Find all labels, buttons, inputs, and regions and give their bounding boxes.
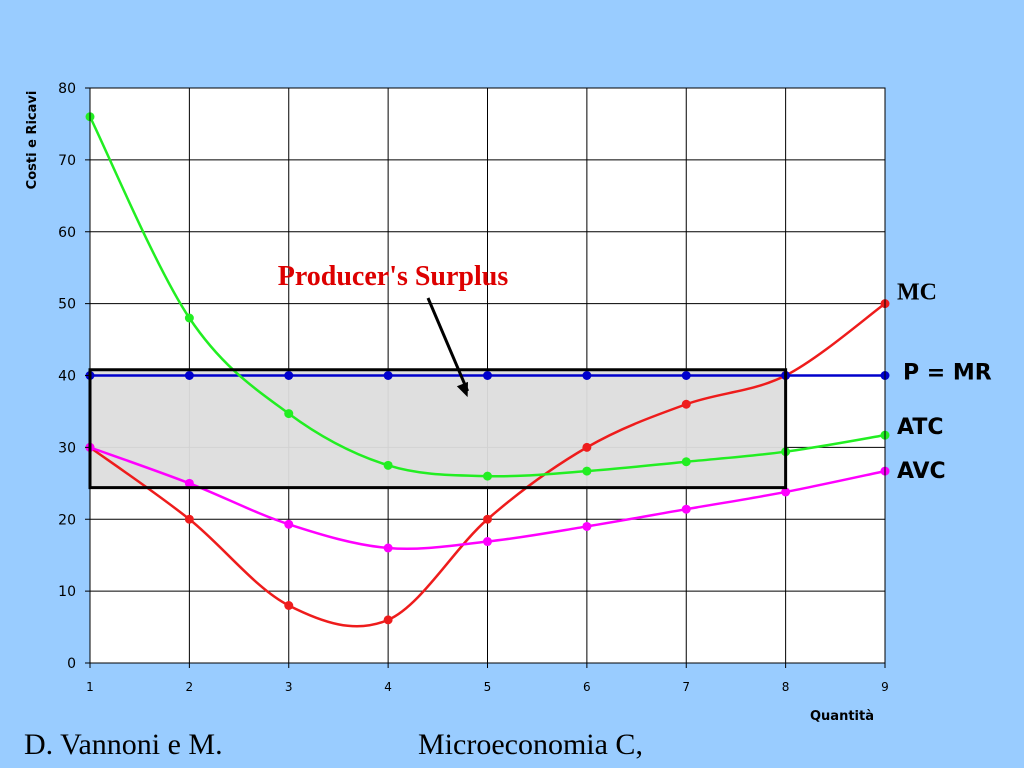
y-tick-label: 60 (58, 225, 76, 241)
series-lines (85, 112, 890, 628)
x-tick-label: 8 (782, 680, 790, 694)
data-point-avc (284, 519, 294, 529)
footer-course: Microeconomia C, (418, 728, 643, 761)
y-tick-label: 10 (58, 584, 76, 600)
x-tick-label: 3 (285, 680, 293, 694)
annotation-arrowhead (456, 381, 468, 398)
footer-authors: D. Vannoni e M. (24, 728, 223, 761)
y-tick-label: 50 (58, 297, 76, 313)
x-tick-label: 2 (186, 680, 194, 694)
data-point-atc (184, 313, 194, 323)
data-point-atc (483, 471, 492, 481)
series-label-mc: MC (897, 280, 937, 306)
x-tick-label: 7 (682, 680, 690, 694)
data-point-avc (781, 487, 791, 497)
producer-surplus-label: Producer's Surplus (278, 261, 509, 292)
data-point-p-mr (582, 371, 592, 380)
series-label-avc: AVC (897, 459, 946, 484)
x-tick-label: 6 (583, 680, 591, 694)
data-point-atc (383, 460, 393, 470)
data-point-mc (582, 442, 592, 452)
y-axis-label: Costi e Ricavi (25, 91, 40, 190)
y-tick-label: 80 (58, 81, 76, 97)
y-tick-label: 30 (58, 440, 76, 456)
data-point-avc (184, 478, 194, 488)
x-tick-label: 4 (384, 680, 392, 694)
annotations: Producer's Surplus (88, 261, 788, 490)
y-tick-label: 0 (67, 656, 76, 672)
data-point-mc (483, 514, 492, 524)
y-tick-label: 20 (58, 512, 76, 528)
x-tick-label: 1 (86, 680, 94, 694)
annotation-arrow (426, 297, 470, 392)
data-point-avc (681, 504, 691, 514)
series-label-p-mr: P = MR (903, 361, 992, 386)
x-tick-label: 9 (881, 680, 889, 694)
y-tick-label: 70 (58, 153, 76, 169)
data-point-atc (681, 457, 691, 467)
data-point-p-mr (483, 371, 492, 380)
series-atc (85, 112, 890, 481)
data-point-mc (284, 601, 294, 610)
data-point-p-mr (681, 371, 691, 380)
data-point-avc (383, 543, 393, 553)
data-point-atc (582, 466, 592, 476)
data-point-mc (383, 615, 393, 625)
data-point-p-mr (383, 371, 393, 380)
data-point-p-mr (284, 371, 294, 380)
x-axis-label: Quantità (810, 709, 874, 724)
producer-surplus-area (90, 369, 786, 488)
data-point-atc (284, 409, 294, 419)
x-tick-label: 5 (484, 680, 492, 694)
data-point-mc (184, 514, 194, 524)
series-labels: MC P = MR ATC AVC (897, 280, 992, 484)
axes: 0 10 20 30 40 50 60 70 80 1 2 3 4 5 6 7 8 9 Quantità Costi … (25, 81, 889, 724)
surplus-rect-fill (90, 369, 786, 488)
data-point-p-mr (184, 371, 194, 380)
series-label-atc: ATC (897, 415, 943, 440)
surplus-rect-border (88, 368, 788, 490)
data-point-avc (483, 537, 492, 547)
data-point-avc (582, 521, 592, 531)
data-point-mc (681, 399, 691, 409)
series-p-mr (85, 371, 890, 380)
y-tick-label: 40 (58, 369, 76, 385)
